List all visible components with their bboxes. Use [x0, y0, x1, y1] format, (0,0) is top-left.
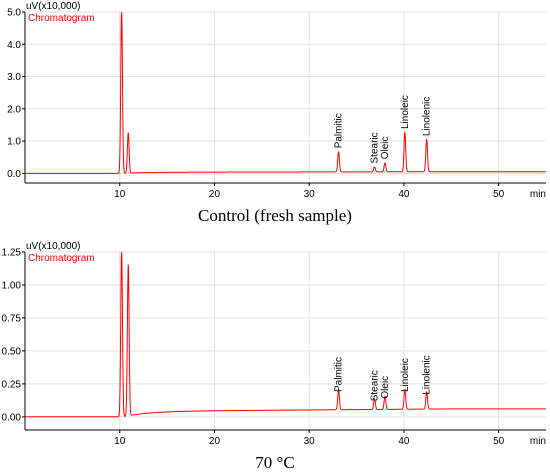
x-axis-unit-label: min [530, 189, 546, 200]
y-tick-label: 0.00 [2, 412, 22, 423]
control-caption: Control (fresh sample) [198, 206, 352, 225]
peak-label-linoleic: Linoleic [400, 358, 411, 392]
chromatogram-trace [25, 12, 546, 174]
y-tick-label: 0.75 [2, 313, 22, 324]
chromatogram-trace [25, 252, 546, 418]
chart-panel-1: 0.0 1.0 2.0 3.0 4.0 5.0 10 20 30 40 50 uV(x10,000) m… [7, 1, 546, 200]
x-tick-label: 20 [209, 189, 221, 200]
x-tick-label: 40 [398, 436, 410, 447]
peak-label-linolenic: Linolenic [422, 355, 433, 394]
peak-label-palmitic: Palmitic [334, 357, 345, 392]
x-tick-label: 40 [398, 189, 410, 200]
y-tick-label: 0.50 [2, 346, 22, 357]
y-tick-label: 1.00 [2, 280, 22, 291]
x-tick-label: 20 [209, 436, 221, 447]
series-name-label: Chromatogram [28, 13, 95, 24]
y-axis-unit-label: uV(x10,000) [26, 1, 80, 12]
y-tick-label: 0.25 [2, 379, 22, 390]
x-tick-label: 50 [493, 189, 505, 200]
heated-caption: 70 °C [255, 453, 295, 472]
x-tick-label: 10 [114, 436, 126, 447]
y-axis-unit-label: uV(x10,000) [26, 241, 80, 252]
y-tick-label: 1.25 [2, 248, 22, 259]
peak-label-stearic: Stearic [370, 370, 381, 401]
x-tick-label: 30 [304, 189, 316, 200]
y-tick-label: 1.0 [7, 137, 21, 148]
peak-label-linoleic: Linoleic [400, 95, 411, 129]
y-tick-label: 3.0 [7, 72, 21, 83]
y-tick-label: 4.0 [7, 40, 21, 51]
peak-label-oleic: Oleic [380, 137, 391, 160]
peak-label-linolenic: Linolenic [422, 97, 433, 136]
x-tick-label: 50 [493, 436, 505, 447]
peak-label-stearic: Stearic [370, 132, 381, 163]
y-tick-label: 5.0 [7, 8, 21, 19]
x-tick-label: 30 [304, 436, 316, 447]
x-axis-unit-label: min [530, 436, 546, 447]
x-tick-label: 10 [114, 189, 126, 200]
peak-label-oleic: Oleic [380, 376, 391, 399]
y-tick-label: 2.0 [7, 104, 21, 115]
series-name-label: Chromatogram [28, 253, 95, 264]
chart-panel-2: 0.00 0.25 0.50 0.75 1.00 1.25 10 20 30 40 50 uV(x10… [2, 241, 546, 447]
y-tick-label: 0.0 [7, 169, 21, 180]
peak-label-palmitic: Palmitic [334, 113, 345, 148]
